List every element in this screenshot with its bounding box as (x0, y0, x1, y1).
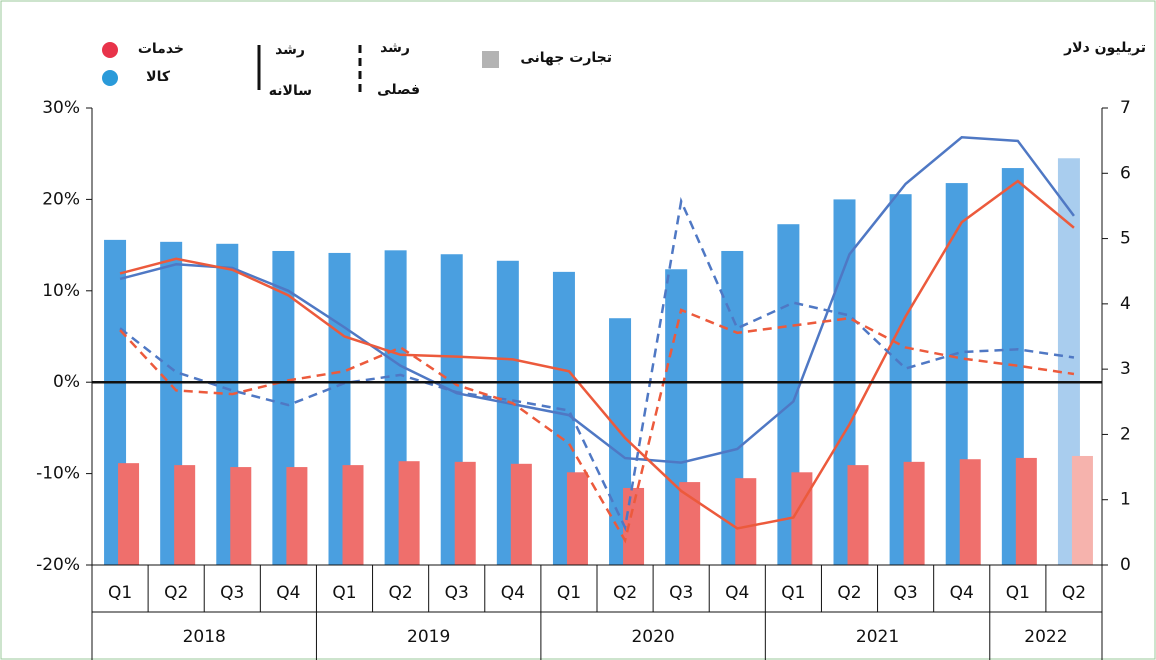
year-label: 2019 (407, 627, 450, 647)
x-tick-label: Q1 (332, 583, 356, 603)
legend-swatch (102, 42, 118, 58)
x-tick-label: Q3 (669, 583, 693, 603)
line (119, 135, 1075, 464)
y-tick-label: 0% (53, 372, 80, 392)
y2-tick-label: 6 (1120, 163, 1131, 183)
y2-tick-label: 5 (1120, 229, 1131, 249)
bar (959, 459, 981, 565)
line (119, 179, 1075, 530)
x-tick-label: Q1 (557, 583, 581, 603)
bar (735, 478, 757, 565)
bar (1015, 457, 1037, 565)
x-tick-label: Q4 (950, 583, 974, 603)
x-tick-label: Q3 (220, 583, 244, 603)
bar (566, 472, 588, 565)
x-tick-label: Q2 (389, 583, 413, 603)
legend-label: رشد (275, 42, 305, 58)
x-tick-label: Q2 (1062, 583, 1086, 603)
x-tick-label: Q2 (613, 583, 637, 603)
bar (230, 467, 252, 565)
x-tick-label: Q1 (108, 583, 132, 603)
year-label: 2018 (183, 627, 226, 647)
y2-tick-label: 3 (1120, 359, 1131, 379)
x-tick-label: Q3 (445, 583, 469, 603)
bar (342, 465, 364, 565)
y-tick-label: 10% (42, 281, 80, 301)
y2-tick-label: 4 (1120, 294, 1131, 314)
year-label: 2022 (1024, 627, 1067, 647)
x-tick-label: Q4 (276, 583, 300, 603)
y-tick-label: -10% (36, 464, 80, 484)
legend-label: تجارت جهانی (520, 50, 612, 66)
y2-tick-label: 2 (1120, 424, 1131, 444)
bar (679, 482, 701, 565)
y2-axis-label: تریلیون دلار (1063, 40, 1146, 56)
bar (398, 461, 420, 565)
bar (454, 461, 476, 565)
year-label: 2020 (631, 627, 674, 647)
legend-label: رشد (380, 40, 410, 56)
year-label: 2021 (856, 627, 899, 647)
bar (510, 463, 532, 565)
legend-swatch (482, 51, 499, 68)
x-tick-label: Q4 (725, 583, 749, 603)
line (119, 196, 1075, 532)
legend-label: فصلی (377, 82, 420, 98)
bar (623, 487, 645, 565)
x-tick-label: Q1 (781, 583, 805, 603)
bar (1071, 455, 1093, 565)
legend-label: سالانه (269, 83, 312, 99)
bar (791, 472, 813, 565)
y2-tick-label: 1 (1120, 490, 1131, 510)
x-tick-label: Q2 (837, 583, 861, 603)
y-tick-label: 20% (42, 189, 80, 209)
y2-tick-label: 7 (1120, 98, 1131, 118)
bar (847, 465, 869, 565)
x-tick-label: Q3 (894, 583, 918, 603)
x-tick-label: Q2 (164, 583, 188, 603)
bar (174, 465, 196, 565)
bar (903, 461, 925, 565)
bar (286, 467, 308, 565)
y-tick-label: 30% (42, 98, 80, 118)
legend-label: خدمات (138, 41, 184, 57)
bar (118, 463, 140, 565)
x-tick-label: Q4 (501, 583, 525, 603)
y-tick-label: -20% (36, 555, 80, 575)
legend-swatch (102, 70, 118, 86)
y2-tick-label: 0 (1120, 555, 1131, 575)
x-tick-label: Q1 (1006, 583, 1030, 603)
legend-label: کالا (146, 69, 171, 85)
